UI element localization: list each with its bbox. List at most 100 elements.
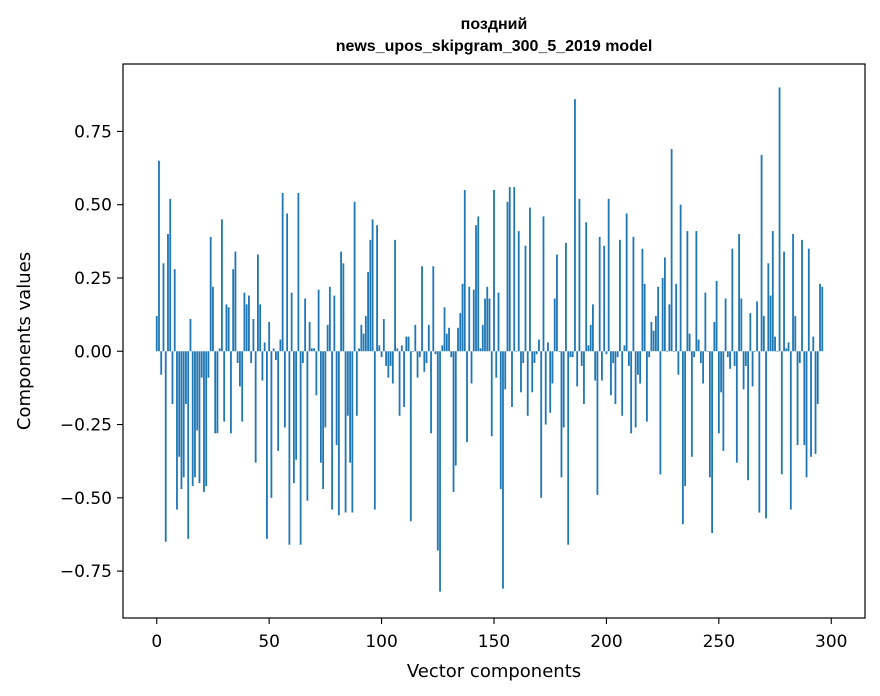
bar-92 bbox=[362, 333, 365, 352]
bar-160 bbox=[515, 351, 518, 352]
bar-235 bbox=[684, 351, 687, 487]
bar-164 bbox=[524, 245, 527, 352]
bar-33 bbox=[230, 351, 232, 434]
bar-280 bbox=[785, 348, 788, 352]
bar-49 bbox=[266, 351, 268, 539]
bar-127 bbox=[441, 345, 444, 352]
bar-180 bbox=[560, 351, 563, 478]
bar-159 bbox=[513, 187, 516, 352]
bar-170 bbox=[538, 339, 540, 352]
bar-114 bbox=[412, 351, 414, 352]
bar-242 bbox=[699, 351, 702, 363]
bar-229 bbox=[670, 149, 673, 352]
bar-176 bbox=[551, 351, 554, 384]
bar-110 bbox=[403, 351, 405, 407]
bar-206 bbox=[619, 239, 621, 352]
y-tick-label: 0.25 bbox=[74, 269, 112, 289]
bar-106 bbox=[394, 239, 396, 352]
y-tick-label: −0.50 bbox=[60, 489, 112, 509]
bar-245 bbox=[706, 351, 709, 352]
bar-91 bbox=[360, 324, 363, 352]
bar-288 bbox=[803, 351, 806, 446]
bar-162 bbox=[520, 351, 522, 393]
bar-137 bbox=[463, 190, 466, 352]
bar-59 bbox=[288, 351, 291, 545]
bar-135 bbox=[459, 313, 462, 352]
bar-257 bbox=[733, 351, 736, 366]
bar-151 bbox=[495, 351, 498, 378]
bar-66 bbox=[304, 298, 307, 352]
bar-269 bbox=[760, 154, 763, 352]
bar-21 bbox=[203, 351, 205, 492]
bar-11 bbox=[180, 351, 183, 490]
bar-70 bbox=[313, 348, 316, 352]
bar-26 bbox=[214, 351, 217, 434]
chart-title-line-1: поздний bbox=[461, 16, 528, 33]
bar-208 bbox=[623, 345, 626, 352]
x-axis-label: Vector components bbox=[407, 661, 581, 682]
bar-119 bbox=[423, 351, 426, 372]
bar-67 bbox=[306, 351, 309, 501]
bar-95 bbox=[369, 239, 372, 352]
bar-287 bbox=[801, 239, 803, 352]
bar-166 bbox=[529, 207, 531, 352]
bar-102 bbox=[385, 351, 387, 366]
bar-75 bbox=[324, 351, 327, 428]
bar-225 bbox=[661, 277, 664, 352]
bar-61 bbox=[292, 351, 295, 484]
bar-195 bbox=[594, 351, 597, 381]
bar-24 bbox=[209, 236, 212, 352]
bar-184 bbox=[569, 351, 572, 358]
bar-224 bbox=[659, 351, 662, 475]
bar-248 bbox=[713, 321, 716, 352]
bar-255 bbox=[729, 351, 731, 369]
bar-189 bbox=[580, 351, 583, 366]
bar-1 bbox=[158, 160, 160, 352]
bar-266 bbox=[753, 351, 756, 352]
bar-223 bbox=[657, 286, 660, 352]
bar-20 bbox=[200, 351, 203, 378]
y-tick-label: −0.75 bbox=[60, 562, 112, 582]
bar-271 bbox=[765, 351, 767, 519]
bar-293 bbox=[814, 351, 817, 454]
bar-219 bbox=[648, 351, 651, 358]
bar-296 bbox=[821, 286, 824, 352]
bar-243 bbox=[702, 351, 705, 384]
bar-109 bbox=[400, 345, 403, 352]
bar-82 bbox=[340, 251, 342, 352]
bar-260 bbox=[740, 298, 743, 352]
bar-295 bbox=[819, 283, 821, 352]
bar-218 bbox=[646, 351, 648, 422]
bar-32 bbox=[227, 307, 230, 352]
bar-45 bbox=[257, 254, 259, 352]
bar-41 bbox=[248, 295, 250, 352]
bar-263 bbox=[747, 351, 749, 481]
bar-143 bbox=[477, 216, 480, 352]
bar-5 bbox=[167, 234, 169, 352]
bar-289 bbox=[805, 351, 808, 478]
bar-35 bbox=[234, 251, 237, 352]
bar-148 bbox=[488, 298, 491, 352]
bar-7 bbox=[171, 351, 174, 405]
y-axis-label: Components values bbox=[14, 252, 35, 430]
bar-198 bbox=[601, 351, 603, 381]
bar-108 bbox=[398, 351, 401, 416]
y-axis-ticks: −0.75 −0.50 −0.25 0.00 0.25 0.50 0.75 bbox=[60, 122, 123, 582]
bar-47 bbox=[261, 351, 264, 381]
bar-265 bbox=[751, 351, 754, 387]
bar-56 bbox=[281, 192, 284, 352]
bar-158 bbox=[511, 351, 513, 407]
bar-17 bbox=[194, 351, 196, 478]
bar-136 bbox=[461, 283, 464, 352]
bar-181 bbox=[562, 351, 565, 428]
bar-34 bbox=[232, 269, 235, 352]
bar-29 bbox=[221, 219, 223, 352]
bar-256 bbox=[731, 248, 734, 352]
bar-292 bbox=[812, 336, 815, 352]
bar-150 bbox=[493, 190, 495, 352]
bar-76 bbox=[326, 324, 329, 352]
bar-261 bbox=[742, 351, 745, 390]
bar-74 bbox=[322, 351, 325, 490]
bar-79 bbox=[333, 295, 336, 352]
bar-192 bbox=[587, 345, 590, 352]
